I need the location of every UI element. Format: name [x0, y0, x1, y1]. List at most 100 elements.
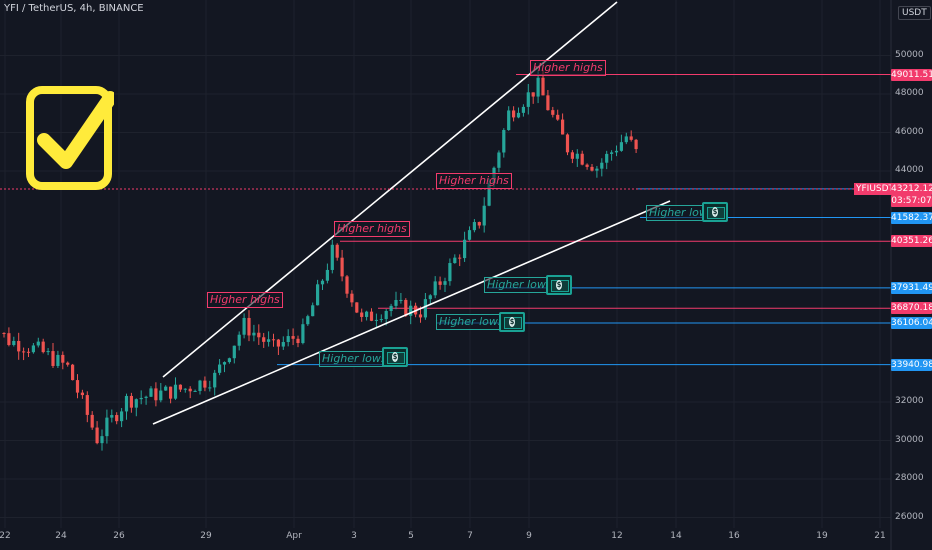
- candle-down[interactable]: [22, 351, 26, 353]
- candle-down[interactable]: [154, 388, 158, 401]
- candle-down[interactable]: [340, 257, 344, 277]
- support-trendline[interactable]: [152, 200, 671, 425]
- candle-up[interactable]: [36, 341, 40, 346]
- currency-unit-button[interactable]: USDT: [898, 6, 931, 20]
- candle-down[interactable]: [556, 114, 560, 120]
- candle-down[interactable]: [169, 386, 173, 399]
- candle-up[interactable]: [110, 415, 114, 418]
- candle-up[interactable]: [516, 112, 521, 118]
- candle-down[interactable]: [26, 351, 31, 353]
- candle-down[interactable]: [276, 339, 280, 347]
- candle-up[interactable]: [379, 319, 383, 321]
- candle-up[interactable]: [595, 168, 599, 171]
- candle-up[interactable]: [507, 110, 511, 131]
- candle-up[interactable]: [252, 332, 256, 336]
- candle-down[interactable]: [71, 364, 75, 381]
- candle-up[interactable]: [56, 354, 60, 366]
- candle-up[interactable]: [139, 397, 143, 400]
- candle-up[interactable]: [144, 396, 148, 398]
- candle-down[interactable]: [178, 384, 182, 390]
- candle-down[interactable]: [360, 312, 364, 317]
- candle-up[interactable]: [482, 205, 486, 226]
- candle-up[interactable]: [365, 311, 369, 317]
- candle-up[interactable]: [242, 317, 246, 335]
- candle-up[interactable]: [487, 183, 491, 206]
- candle-down[interactable]: [271, 339, 276, 341]
- candle-down[interactable]: [458, 257, 462, 259]
- candle-up[interactable]: [100, 436, 104, 444]
- candle-up[interactable]: [605, 153, 609, 163]
- candle-up[interactable]: [320, 280, 325, 285]
- candle-up[interactable]: [399, 299, 403, 301]
- candle-up[interactable]: [281, 342, 285, 347]
- higher-lows-label[interactable]: Higher lows: [484, 277, 555, 293]
- candle-up[interactable]: [497, 152, 501, 168]
- candle-down[interactable]: [335, 244, 339, 258]
- candle-down[interactable]: [350, 293, 354, 303]
- candle-down[interactable]: [17, 340, 21, 352]
- candle-up[interactable]: [443, 281, 447, 285]
- higher-highs-label[interactable]: Higher highs: [530, 60, 606, 76]
- candle-down[interactable]: [291, 336, 295, 339]
- candle-up[interactable]: [384, 311, 388, 320]
- candle-up[interactable]: [433, 281, 437, 296]
- higher-highs-label[interactable]: Higher highs: [334, 221, 410, 237]
- candle-up[interactable]: [134, 399, 138, 408]
- candle-up[interactable]: [286, 336, 290, 343]
- candle-down[interactable]: [203, 380, 207, 388]
- candle-up[interactable]: [183, 388, 187, 390]
- candle-down[interactable]: [296, 338, 300, 344]
- candle-up[interactable]: [311, 305, 315, 317]
- candle-up[interactable]: [526, 92, 530, 107]
- candle-down[interactable]: [115, 415, 119, 422]
- candle-up[interactable]: [536, 77, 540, 97]
- candle-up[interactable]: [173, 384, 178, 399]
- higher-highs-label[interactable]: Higher highs: [436, 173, 512, 189]
- candle-down[interactable]: [75, 380, 80, 393]
- candle-up[interactable]: [409, 305, 413, 316]
- candle-up[interactable]: [222, 362, 227, 365]
- candle-down[interactable]: [531, 92, 535, 97]
- candle-up[interactable]: [227, 358, 231, 363]
- candle-down[interactable]: [541, 77, 545, 96]
- candle-up[interactable]: [600, 162, 604, 169]
- candle-down[interactable]: [85, 395, 89, 415]
- candle-down[interactable]: [262, 337, 266, 342]
- candle-down[interactable]: [2, 332, 6, 334]
- candle-up[interactable]: [193, 390, 197, 392]
- candle-up[interactable]: [467, 230, 472, 240]
- candle-up[interactable]: [301, 324, 305, 344]
- candle-up[interactable]: [502, 130, 506, 153]
- candle-up[interactable]: [124, 395, 129, 412]
- candle-down[interactable]: [129, 395, 133, 408]
- candle-up[interactable]: [164, 386, 168, 391]
- candle-up[interactable]: [619, 142, 623, 151]
- candle-down[interactable]: [438, 281, 442, 285]
- candle-down[interactable]: [570, 152, 574, 159]
- candle-down[interactable]: [355, 302, 359, 313]
- candle-up[interactable]: [428, 295, 432, 300]
- candle-down[interactable]: [90, 414, 94, 428]
- candle-up[interactable]: [316, 284, 320, 306]
- candle-down[interactable]: [404, 299, 408, 316]
- candle-down[interactable]: [61, 354, 65, 363]
- candle-up[interactable]: [374, 319, 378, 321]
- candle-down[interactable]: [188, 388, 192, 392]
- candle-up[interactable]: [105, 417, 109, 437]
- candle-up[interactable]: [46, 351, 50, 353]
- candle-down[interactable]: [580, 153, 584, 165]
- candle-up[interactable]: [330, 244, 334, 270]
- candle-up[interactable]: [159, 390, 163, 401]
- candle-down[interactable]: [512, 110, 516, 118]
- candle-down[interactable]: [257, 332, 261, 338]
- candle-up[interactable]: [389, 305, 393, 312]
- candle-down[interactable]: [418, 314, 423, 318]
- candle-up[interactable]: [614, 150, 619, 153]
- candle-down[interactable]: [629, 136, 633, 140]
- candle-up[interactable]: [120, 411, 124, 422]
- candle-down[interactable]: [477, 222, 481, 226]
- candle-down[interactable]: [345, 276, 349, 294]
- candle-down[interactable]: [66, 362, 70, 365]
- candle-up[interactable]: [448, 263, 452, 282]
